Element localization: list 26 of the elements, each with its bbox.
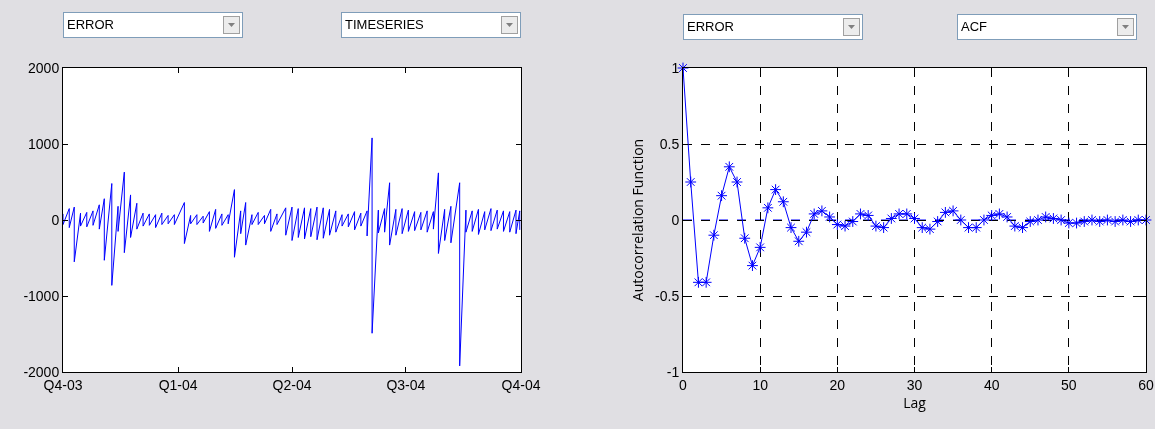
y-tick-label: 1 xyxy=(671,59,680,76)
y-tick-label: 0 xyxy=(51,211,60,228)
text: ACF xyxy=(961,19,987,34)
line-series xyxy=(63,137,521,367)
x-tick-label: 30 xyxy=(906,376,923,393)
text: ERROR xyxy=(67,17,114,32)
x-tick-label: Q3-04 xyxy=(386,376,426,393)
x-tick-label: 10 xyxy=(752,376,769,393)
x-tick-label: 40 xyxy=(983,376,1000,393)
y-tick-label: -0.5 xyxy=(655,287,680,304)
y-tick-label: 2000 xyxy=(28,59,60,76)
y-tick-label: -1000 xyxy=(23,287,60,304)
x-axis-title: Lag xyxy=(903,392,927,412)
x-tick-label: 60 xyxy=(1138,376,1154,393)
x-tick-label: Q1-04 xyxy=(158,376,198,393)
x-tick-label: 20 xyxy=(829,376,846,393)
y-tick-label: -1 xyxy=(666,363,680,380)
text: TIMESERIES xyxy=(345,17,424,32)
y-tick-label: 0.5 xyxy=(659,135,680,152)
y-tick-label: 1000 xyxy=(28,135,60,152)
text: ERROR xyxy=(687,19,734,34)
y-axis-title: Autocorrelation Function xyxy=(627,138,647,302)
x-tick-label: Q2-04 xyxy=(272,376,312,393)
y-tick-label: 0 xyxy=(671,211,680,228)
x-tick-label: 50 xyxy=(1061,376,1077,393)
x-tick-label: Q4-04 xyxy=(501,376,541,393)
